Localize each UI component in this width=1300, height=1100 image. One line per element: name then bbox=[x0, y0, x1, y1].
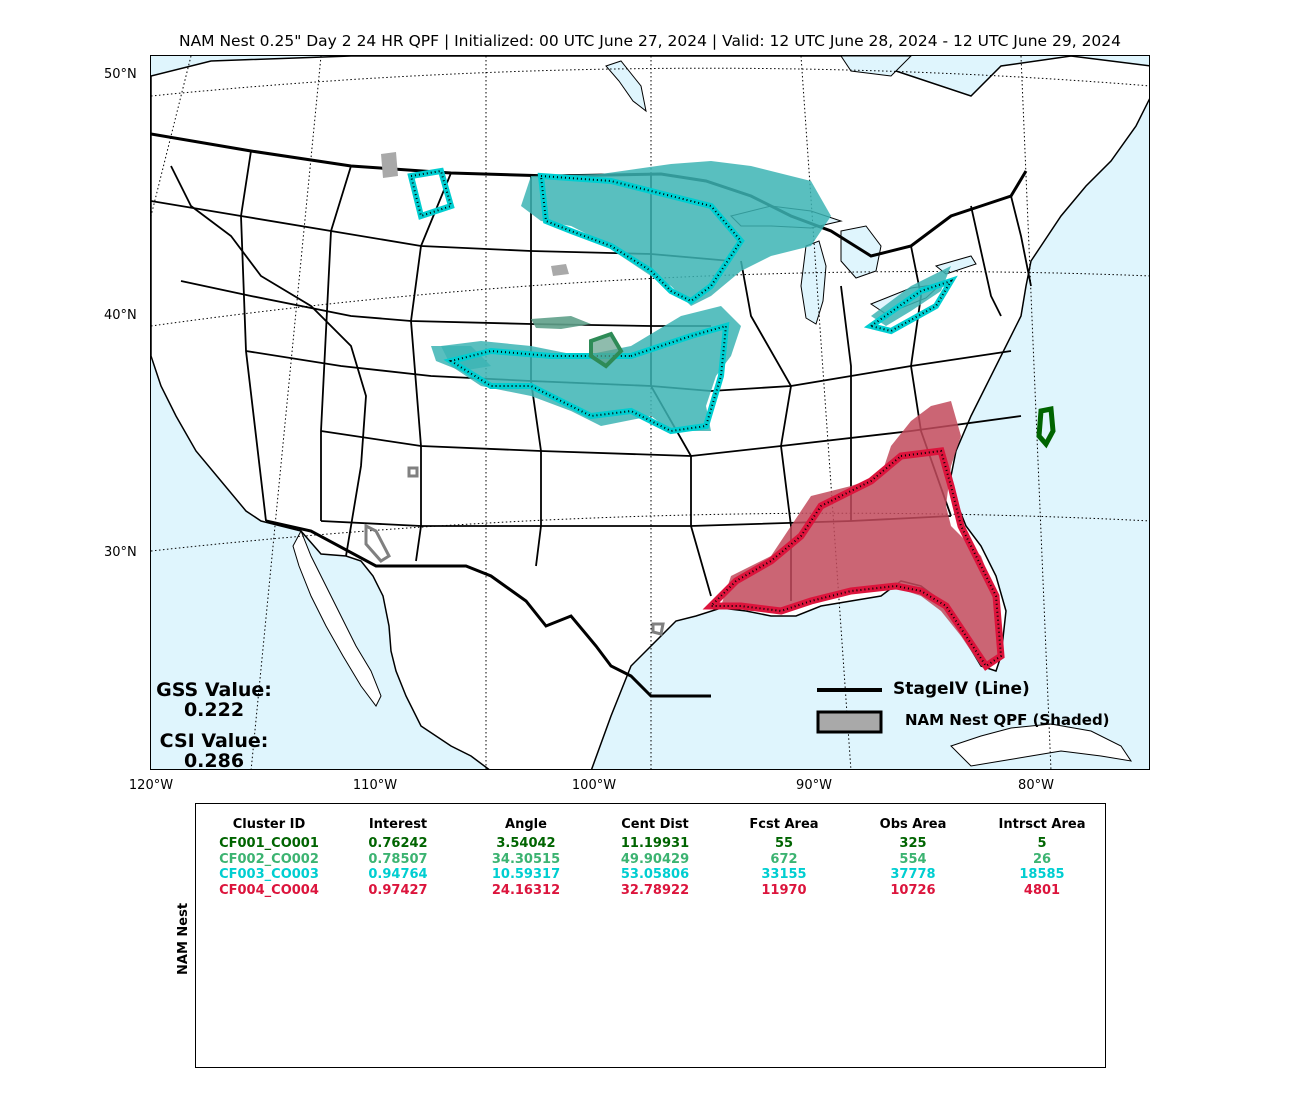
legend-shaded-swatch bbox=[816, 710, 883, 734]
conus-map bbox=[151, 56, 1149, 769]
legend-shaded-label: NAM Nest QPF (Shaded) bbox=[905, 711, 1110, 729]
cluster-cf001-obs-outline bbox=[1036, 406, 1056, 449]
precip-clusters bbox=[364, 152, 1056, 671]
gss-label: GSS Value: bbox=[156, 679, 272, 701]
csi-value: 0.286 bbox=[183, 750, 245, 772]
table-header-cell: Cluster ID bbox=[232, 817, 306, 832]
map-legend bbox=[816, 688, 883, 734]
cluster-cf003-fcst-central bbox=[441, 306, 741, 431]
cluster-cf003-fcst-north bbox=[521, 161, 831, 306]
table-value-cell: 0.76242 bbox=[368, 836, 428, 851]
object-attributes-table: Cluster ID Interest Angle Cent Dist Fcst Are… bbox=[195, 803, 1106, 1068]
lon-label-110: 110°W bbox=[352, 778, 398, 793]
gss-value: 0.222 bbox=[183, 699, 245, 721]
cluster-cf002-fcst bbox=[531, 316, 591, 329]
table-value-cell: 26 bbox=[1032, 851, 1052, 867]
table-header-cell: Obs Area bbox=[879, 817, 947, 832]
baja-california bbox=[292, 529, 382, 707]
table-value-cell: 10.59317 bbox=[491, 867, 561, 882]
table-value-cell: 3.54042 bbox=[496, 836, 556, 851]
unmatched-obs-az bbox=[364, 523, 391, 563]
lon-label-80: 80°W bbox=[1018, 778, 1054, 793]
lake-michigan bbox=[800, 240, 827, 325]
table-model-label: NAM Nest bbox=[176, 902, 191, 975]
table-cluster-id-cell: CF001_CO001 bbox=[219, 836, 319, 851]
table-header-cell: Fcst Area bbox=[749, 817, 819, 832]
table-value-cell: 672 bbox=[770, 851, 798, 867]
cuba bbox=[950, 723, 1133, 767]
lat-label-30: 30°N bbox=[104, 545, 137, 560]
table-value-cell: 10726 bbox=[890, 882, 936, 898]
table-cluster-id-cell: CF002_CO002 bbox=[219, 851, 319, 867]
hudson-bay bbox=[840, 56, 912, 77]
table-header-cell: Cent Dist bbox=[621, 817, 689, 832]
lake-huron bbox=[840, 225, 882, 279]
table-value-cell: 0.78507 bbox=[368, 851, 428, 867]
table-value-cell: 55 bbox=[774, 836, 794, 851]
table-header-cell: Intrsct Area bbox=[998, 817, 1086, 832]
table-value-cell: 34.30515 bbox=[491, 851, 561, 867]
table-value-cell: 11970 bbox=[761, 882, 807, 898]
unmatched-obs-tx bbox=[651, 622, 665, 636]
table-value-cell: 11.19931 bbox=[620, 836, 690, 851]
unmatched-fcst-dakota bbox=[551, 264, 569, 276]
table-header-cell: Angle bbox=[505, 817, 547, 832]
table-value-cell: 32.78922 bbox=[620, 882, 690, 898]
lat-label-50: 50°N bbox=[104, 67, 137, 82]
table-header-cell: Interest bbox=[368, 817, 428, 832]
lake-winnipeg bbox=[605, 60, 647, 113]
table-value-cell: 37778 bbox=[890, 867, 936, 882]
cluster-cf003-obs-outline bbox=[407, 167, 958, 435]
table-value-cell: 325 bbox=[899, 836, 927, 851]
table-value-cell: 33155 bbox=[761, 867, 807, 882]
table-value-cell: 49.90429 bbox=[620, 851, 690, 867]
csi-label: CSI Value: bbox=[159, 730, 269, 752]
table-value-cell: 0.94764 bbox=[368, 867, 428, 882]
lon-label-90: 90°W bbox=[796, 778, 832, 793]
lon-label-120: 120°W bbox=[128, 778, 174, 793]
table-value-cell: 4801 bbox=[1023, 882, 1061, 898]
table-cluster-id-cell: CF004_CO004 bbox=[219, 882, 319, 898]
map-title: NAM Nest 0.25" Day 2 24 HR QPF | Initial… bbox=[178, 32, 1122, 50]
table-value-cell: 0.97427 bbox=[368, 882, 428, 898]
cluster-cf002-obs-outline bbox=[589, 331, 624, 369]
table-value-cell: 5 bbox=[1037, 836, 1047, 851]
table-value-cell: 53.05806 bbox=[620, 867, 690, 882]
table-value-cell: 24.16312 bbox=[491, 882, 561, 898]
lon-label-100: 100°W bbox=[571, 778, 617, 793]
unmatched-obs-nm bbox=[407, 466, 419, 478]
table-value-cell: 554 bbox=[899, 851, 927, 867]
table-cluster-id-cell: CF003_CO003 bbox=[219, 867, 319, 882]
cluster-cf004-obs-outline bbox=[702, 447, 1005, 671]
unmatched-fcst-north bbox=[381, 152, 398, 178]
lat-label-40: 40°N bbox=[104, 308, 137, 323]
legend-line-label: StageIV (Line) bbox=[893, 679, 1030, 699]
table-value-cell: 18585 bbox=[1019, 867, 1065, 882]
map-panel bbox=[150, 55, 1150, 770]
